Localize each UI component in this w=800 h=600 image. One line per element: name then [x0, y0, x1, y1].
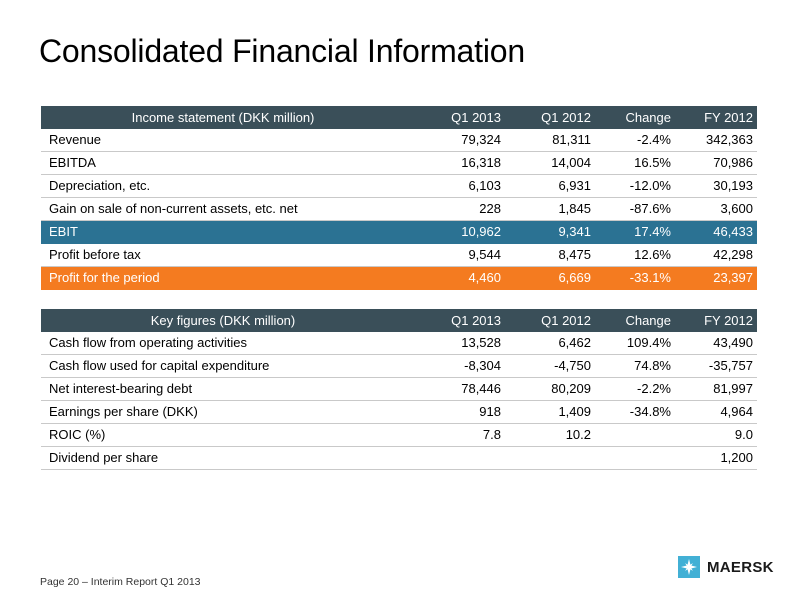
cell-q1-2013: -8,304 [397, 354, 501, 378]
table-row: Revenue 79,324 81,311 -2.4% 342,363 [41, 129, 757, 152]
key-header-q1-2013: Q1 2013 [397, 309, 501, 332]
income-header-fy-2012: FY 2012 [671, 106, 757, 129]
star-icon [678, 556, 700, 578]
cell-q1-2013: 10,962 [397, 220, 501, 244]
table-row: EBITDA 16,318 14,004 16.5% 70,986 [41, 151, 757, 175]
row-label: Cash flow used for capital expenditure [41, 354, 397, 378]
cell-change: -33.1% [591, 266, 671, 290]
cell-q1-2013: 13,528 [397, 332, 501, 355]
cell-change [591, 446, 671, 470]
table-row: Cash flow used for capital expenditure -… [41, 354, 757, 378]
cell-q1-2013: 918 [397, 400, 501, 424]
cell-fy-2012: 342,363 [671, 129, 757, 152]
table-row: Net interest-bearing debt 78,446 80,209 … [41, 377, 757, 401]
key-header-label: Key figures (DKK million) [41, 309, 397, 332]
cell-q1-2012: 8,475 [501, 243, 591, 267]
cell-change [591, 423, 671, 447]
cell-change: 12.6% [591, 243, 671, 267]
cell-fy-2012: 81,997 [671, 377, 757, 401]
income-header-label: Income statement (DKK million) [41, 106, 397, 129]
cell-fy-2012: 9.0 [671, 423, 757, 447]
cell-change: -87.6% [591, 197, 671, 221]
cell-fy-2012: 23,397 [671, 266, 757, 290]
cell-q1-2012: 9,341 [501, 220, 591, 244]
cell-change: 109.4% [591, 332, 671, 355]
cell-q1-2013 [397, 446, 501, 470]
row-label: Profit for the period [41, 266, 397, 290]
cell-fy-2012: 4,964 [671, 400, 757, 424]
table-row: Dividend per share 1,200 [41, 446, 757, 470]
ebit-row: EBIT 10,962 9,341 17.4% 46,433 [41, 220, 757, 244]
cell-q1-2013: 228 [397, 197, 501, 221]
key-header-fy-2012: FY 2012 [671, 309, 757, 332]
cell-fy-2012: 43,490 [671, 332, 757, 355]
cell-q1-2012: 1,845 [501, 197, 591, 221]
cell-change: 16.5% [591, 151, 671, 175]
income-statement-table: Income statement (DKK million) Q1 2013 Q… [41, 106, 757, 290]
cell-q1-2013: 7.8 [397, 423, 501, 447]
cell-change: 74.8% [591, 354, 671, 378]
key-header-change: Change [591, 309, 671, 332]
cell-fy-2012: -35,757 [671, 354, 757, 378]
table-row: ROIC (%) 7.8 10.2 9.0 [41, 423, 757, 447]
cell-q1-2012: -4,750 [501, 354, 591, 378]
cell-q1-2012: 81,311 [501, 129, 591, 152]
row-label: Gain on sale of non-current assets, etc.… [41, 197, 397, 221]
cell-q1-2013: 9,544 [397, 243, 501, 267]
row-label: Profit before tax [41, 243, 397, 267]
income-header-change: Change [591, 106, 671, 129]
income-header-row: Income statement (DKK million) Q1 2013 Q… [41, 106, 757, 129]
table-row: Gain on sale of non-current assets, etc.… [41, 197, 757, 221]
cell-change: -2.2% [591, 377, 671, 401]
row-label: Dividend per share [41, 446, 397, 470]
cell-q1-2012: 6,462 [501, 332, 591, 355]
cell-q1-2012 [501, 446, 591, 470]
row-label: Cash flow from operating activities [41, 332, 397, 355]
cell-fy-2012: 3,600 [671, 197, 757, 221]
cell-q1-2013: 16,318 [397, 151, 501, 175]
row-label: Revenue [41, 129, 397, 152]
cell-q1-2013: 78,446 [397, 377, 501, 401]
row-label: Earnings per share (DKK) [41, 400, 397, 424]
key-header-row: Key figures (DKK million) Q1 2013 Q1 201… [41, 309, 757, 332]
cell-change: -12.0% [591, 174, 671, 198]
profit-for-period-row: Profit for the period 4,460 6,669 -33.1%… [41, 266, 757, 290]
page-footer: Page 20 – Interim Report Q1 2013 [40, 576, 201, 588]
cell-fy-2012: 1,200 [671, 446, 757, 470]
cell-q1-2012: 10.2 [501, 423, 591, 447]
cell-q1-2013: 6,103 [397, 174, 501, 198]
income-header-q1-2013: Q1 2013 [397, 106, 501, 129]
page-title: Consolidated Financial Information [39, 33, 525, 69]
cell-change: -2.4% [591, 129, 671, 152]
cell-change: 17.4% [591, 220, 671, 244]
cell-q1-2012: 14,004 [501, 151, 591, 175]
cell-change: -34.8% [591, 400, 671, 424]
table-row: Profit before tax 9,544 8,475 12.6% 42,2… [41, 243, 757, 267]
row-label: Depreciation, etc. [41, 174, 397, 198]
cell-q1-2012: 6,931 [501, 174, 591, 198]
cell-fy-2012: 46,433 [671, 220, 757, 244]
cell-q1-2013: 79,324 [397, 129, 501, 152]
cell-q1-2012: 1,409 [501, 400, 591, 424]
key-header-q1-2012: Q1 2012 [501, 309, 591, 332]
table-row: Depreciation, etc. 6,103 6,931 -12.0% 30… [41, 174, 757, 198]
row-label: EBIT [41, 220, 397, 244]
cell-q1-2012: 80,209 [501, 377, 591, 401]
maersk-logo: MAERSK [678, 556, 774, 578]
cell-fy-2012: 70,986 [671, 151, 757, 175]
row-label: EBITDA [41, 151, 397, 175]
row-label: Net interest-bearing debt [41, 377, 397, 401]
table-row: Earnings per share (DKK) 918 1,409 -34.8… [41, 400, 757, 424]
cell-q1-2012: 6,669 [501, 266, 591, 290]
row-label: ROIC (%) [41, 423, 397, 447]
key-figures-table: Key figures (DKK million) Q1 2013 Q1 201… [41, 309, 757, 470]
logo-text: MAERSK [707, 558, 774, 576]
cell-fy-2012: 42,298 [671, 243, 757, 267]
cell-q1-2013: 4,460 [397, 266, 501, 290]
income-header-q1-2012: Q1 2012 [501, 106, 591, 129]
table-row: Cash flow from operating activities 13,5… [41, 332, 757, 355]
cell-fy-2012: 30,193 [671, 174, 757, 198]
